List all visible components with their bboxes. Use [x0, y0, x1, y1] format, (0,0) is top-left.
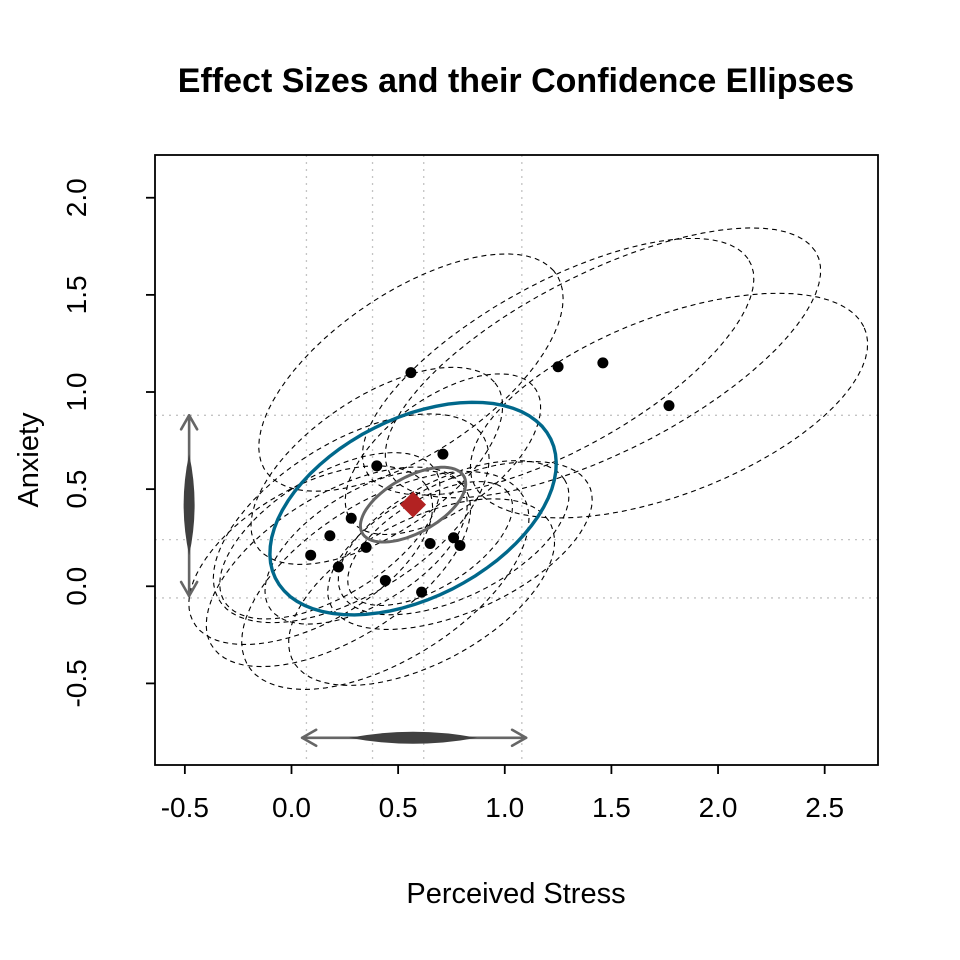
- study-effect-point: [371, 460, 383, 472]
- study-effect-point: [305, 549, 317, 561]
- y-axis-tick-label: -0.5: [61, 659, 92, 707]
- y-axis-tick-label: 1.0: [61, 373, 92, 412]
- x-axis-tick-label: 2.5: [805, 792, 844, 823]
- arrowhead-icon: [187, 580, 199, 598]
- mean-confidence-ellipse: [358, 465, 468, 544]
- study-confidence-ellipse: [327, 461, 593, 630]
- study-confidence-ellipse: [188, 465, 434, 646]
- study-effect-point: [663, 400, 675, 412]
- arrowhead-icon: [179, 580, 191, 598]
- study-effect-point: [345, 512, 357, 524]
- study-effect-point: [379, 574, 391, 586]
- study-effect-point: [424, 538, 436, 550]
- study-effect-point: [416, 586, 428, 598]
- arrowhead-icon: [300, 728, 318, 740]
- x-axis-tick-label: 2.0: [699, 792, 738, 823]
- study-effect-point: [332, 561, 344, 573]
- y-axis-title: Anxiety: [13, 412, 45, 508]
- plot-area: -0.5 0.0 0.5 1.0 1.5 2.0 2.5 -0.5 0.0 0.5 1.0 1.5 2.…: [61, 154, 879, 823]
- study-confidence-ellipse: [205, 466, 472, 668]
- arrowhead-icon: [187, 414, 199, 431]
- arrowhead-icon: [510, 736, 528, 748]
- study-effect-point: [324, 530, 336, 542]
- x-axis-tick-label: 1.5: [592, 792, 631, 823]
- mean-effect-diamond: [400, 491, 427, 518]
- x-axis-title: Perceived Stress: [406, 878, 625, 910]
- x-axis-tick-label: 1.0: [485, 792, 524, 823]
- study-confidence-ellipse: [219, 452, 441, 620]
- study-confidence-ellipse: [347, 481, 514, 607]
- study-confidence-ellipse: [250, 366, 504, 565]
- chart-title: Effect Sizes and their Confidence Ellips…: [178, 62, 854, 100]
- study-effect-point: [448, 532, 460, 544]
- y-axis-tick-label: 0.5: [61, 470, 92, 509]
- x-axis-tick-label: 0.0: [272, 792, 311, 823]
- y-axis-tick-label: 2.0: [61, 178, 92, 217]
- y-axis-tick-label: 1.5: [61, 275, 92, 314]
- prediction-ellipse: [268, 400, 558, 617]
- study-confidence-ellipse: [212, 413, 490, 624]
- study-effect-point: [552, 361, 564, 373]
- x-axis-tick-label: -0.5: [161, 792, 209, 823]
- study-effect-point: [360, 541, 372, 553]
- study-confidence-ellipse: [241, 470, 530, 691]
- anxiety-density-spindle: [183, 454, 195, 556]
- stress-density-spindle: [349, 731, 478, 744]
- x-axis-tick-label: 0.5: [379, 792, 418, 823]
- arrowhead-icon: [179, 414, 191, 431]
- arrowhead-icon: [300, 736, 318, 748]
- study-effect-point: [437, 448, 449, 460]
- study-confidence-ellipse: [469, 292, 869, 519]
- study-effect-point: [597, 357, 609, 369]
- y-axis-tick-label: 0.0: [61, 567, 92, 606]
- study-confidence-ellipse: [337, 460, 570, 616]
- arrowhead-icon: [510, 728, 528, 740]
- study-confidence-ellipse: [384, 227, 822, 499]
- study-confidence-ellipse: [264, 470, 468, 625]
- plot-border: [154, 154, 879, 766]
- study-effect-point: [454, 539, 466, 551]
- study-confidence-ellipse: [288, 498, 556, 686]
- study-confidence-ellipse: [258, 253, 564, 492]
- study-effect-point: [405, 367, 417, 379]
